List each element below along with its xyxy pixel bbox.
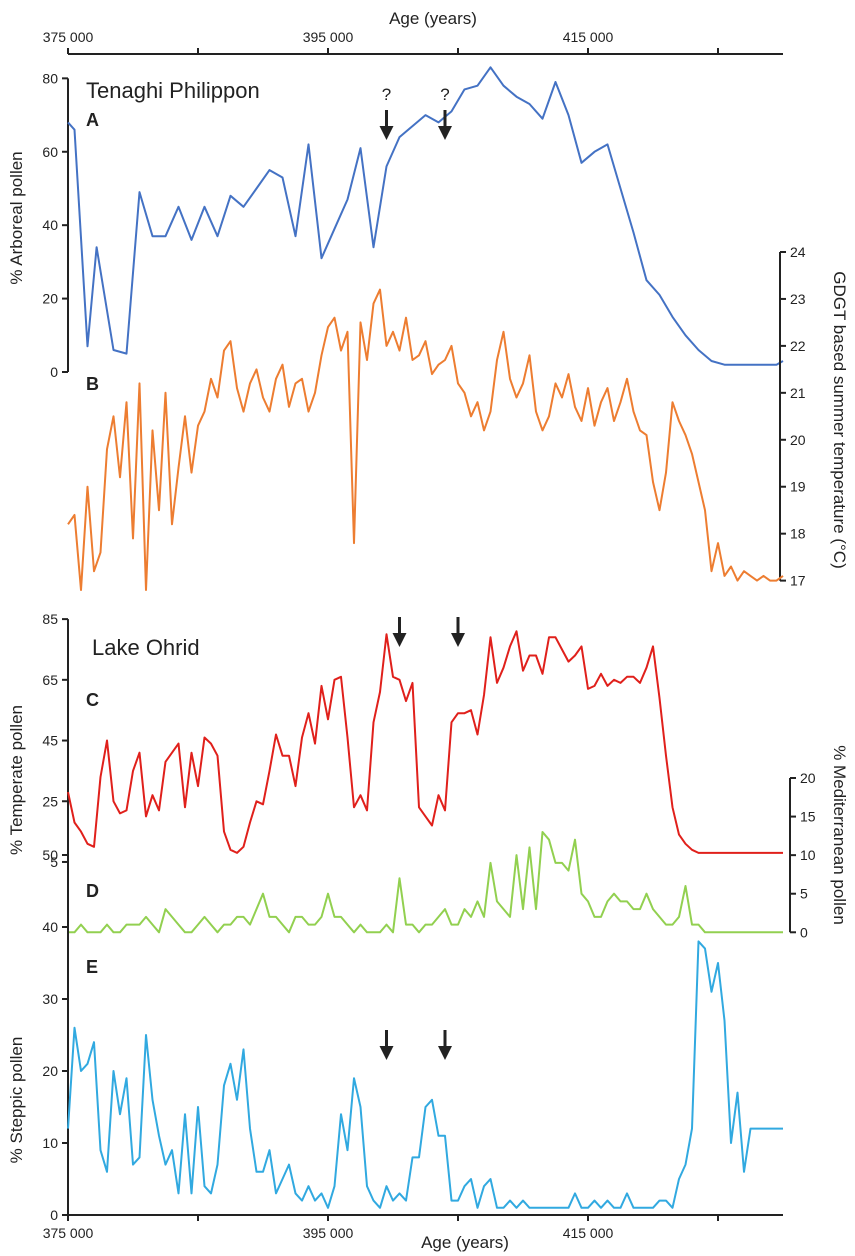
panel-d: 0 5 10 15 20 <box>68 770 816 940</box>
arrow-c-1 <box>392 617 407 647</box>
bottom-x-ticks: 375 000 395 000 415 000 <box>43 1215 719 1241</box>
y-tick-label: 5 <box>800 886 808 902</box>
y-tick-label: 10 <box>800 847 816 863</box>
panel-letter-e: E <box>86 957 98 977</box>
ylabel-c: % Temperate pollen <box>7 705 26 855</box>
y-tick-label: 40 <box>42 217 58 233</box>
y-tick-label: 15 <box>800 809 816 825</box>
y-tick-label: 5 <box>50 854 58 870</box>
question-mark: ? <box>382 85 391 104</box>
panel-b: 17 18 19 20 21 22 23 24 <box>67 244 806 591</box>
panel-c: 5 25 45 65 85 <box>42 611 783 870</box>
y-tick-label: 21 <box>790 385 806 401</box>
panel-letter-d: D <box>86 881 99 901</box>
y-tick-label: 0 <box>50 1207 58 1223</box>
y-tick-label: 20 <box>800 770 816 786</box>
top-x-tick-label: 395 000 <box>303 29 354 45</box>
site-title-ohrid: Lake Ohrid <box>92 635 200 660</box>
y-tick-label: 40 <box>42 919 58 935</box>
y-tick-label: 20 <box>42 291 58 307</box>
bottom-x-tick-label: 395 000 <box>303 1225 354 1241</box>
site-title-tenaghi: Tenaghi Philippon <box>86 78 260 103</box>
top-x-tick-label: 375 000 <box>43 29 94 45</box>
bottom-x-tick-label: 415 000 <box>563 1225 614 1241</box>
series-line-d <box>68 831 783 934</box>
top-x-tick-label: 415 000 <box>563 29 614 45</box>
bottom-x-tick-label: 375 000 <box>43 1225 94 1241</box>
y-tick-label: 30 <box>42 991 58 1007</box>
y-tick-label: 17 <box>790 573 806 589</box>
series-line-b <box>67 288 784 591</box>
panel-letter-b: B <box>86 374 99 394</box>
ylabel-b: GDGT based summer temperature (°C) <box>830 271 849 568</box>
y-tick-label: 0 <box>800 924 808 940</box>
y-tick-label: 24 <box>790 244 806 260</box>
y-tick-label: 0 <box>50 364 58 380</box>
arrow-e-2 <box>438 1030 452 1060</box>
arrow-e-1 <box>379 1030 394 1060</box>
series-line-a <box>67 66 784 366</box>
arrow-c-2 <box>451 617 465 647</box>
arrow-head <box>451 633 465 647</box>
arrow-head <box>379 1046 394 1060</box>
arrow-head <box>392 633 407 647</box>
y-tick-label: 45 <box>42 733 58 749</box>
y-tick-label: 65 <box>42 672 58 688</box>
bottom-x-axis: 375 000 395 000 415 000 Age (years) <box>43 1214 783 1252</box>
ylabel-d: % Mediterranean pollen <box>830 745 849 925</box>
arrow-head <box>438 1046 452 1060</box>
top-x-axis: Age (years) 375 000 395 000 415 000 <box>43 9 783 55</box>
y-tick-label: 80 <box>42 70 58 86</box>
series-line-e <box>67 940 783 1209</box>
arrow-head <box>438 126 452 140</box>
y-tick-label: 20 <box>790 432 806 448</box>
y-tick-label: 22 <box>790 338 806 354</box>
y-tick-label: 25 <box>42 793 58 809</box>
panel-a: 0 20 40 60 80?? <box>42 66 784 380</box>
panels: 0 20 40 60 80? ? 17 18 19 20 21 22 23 24 5 25 45 65 85 0 5 10… <box>42 66 816 1223</box>
y-tick-label: 19 <box>790 479 806 495</box>
arrow-a-1: ? <box>379 85 394 140</box>
ylabel-a: % Arboreal pollen <box>7 151 26 284</box>
top-x-axis-label: Age (years) <box>389 9 477 28</box>
y-tick-label: 20 <box>42 1063 58 1079</box>
y-tick-label: 18 <box>790 526 806 542</box>
panel-letter-c: C <box>86 690 99 710</box>
ylabel-e: % Steppic pollen <box>7 1037 26 1164</box>
panel-letter-a: A <box>86 110 99 130</box>
arrow-a-2: ? <box>438 85 452 140</box>
y-tick-label: 85 <box>42 611 58 627</box>
top-x-ticks: 375 000 395 000 415 000 <box>43 29 719 54</box>
arrow-head <box>379 126 394 140</box>
y-tick-label: 60 <box>42 144 58 160</box>
series-line-c <box>67 630 783 854</box>
question-mark: ? <box>440 85 449 104</box>
panel-e: 0 10 20 30 40 50 <box>42 847 783 1223</box>
y-tick-label: 50 <box>42 847 58 863</box>
bottom-x-axis-label: Age (years) <box>421 1233 509 1252</box>
y-tick-label: 10 <box>42 1135 58 1151</box>
y-tick-label: 23 <box>790 291 806 307</box>
